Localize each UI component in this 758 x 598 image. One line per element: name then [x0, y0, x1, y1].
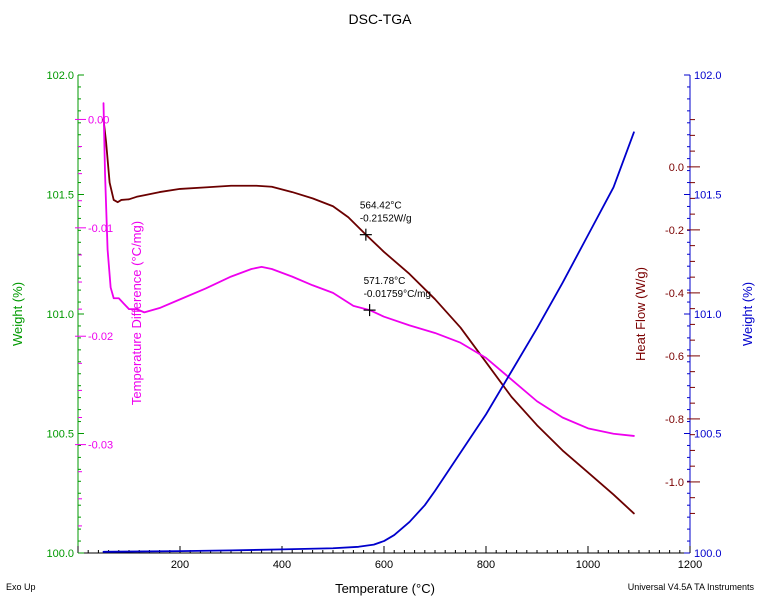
annotation-label: 564.42°C [360, 201, 402, 212]
left-weight-tick-label: 100.0 [46, 548, 74, 560]
left-weight-tick-label: 101.0 [46, 309, 74, 321]
left-weight-axis-label: Weight (%) [10, 282, 25, 346]
temp-diff-tick-label: 0.00 [88, 114, 109, 126]
x-tick-label: 600 [375, 559, 393, 571]
series-layer [102, 102, 635, 553]
right-weight-tick-label: 100.5 [694, 429, 722, 441]
heat-flow-tick-label: -0.8 [665, 414, 684, 426]
left-weight-tick-label: 100.5 [46, 429, 74, 441]
x-tick-label: 400 [273, 559, 291, 571]
x-axis-label: Temperature (°C) [335, 581, 435, 596]
annotation-layer: 564.42°C -0.2152W/g 571.78°C -0.01759°C/mg [359, 201, 431, 317]
right-weight-tick-label: 101.0 [694, 309, 722, 321]
chart-title: DSC-TGA [349, 11, 413, 27]
right-weight-tick-label: 101.5 [694, 190, 722, 202]
left-weight-tick-label: 101.5 [46, 190, 74, 202]
right-weight-axis-label: Weight (%) [740, 282, 755, 346]
temperature-difference-axis-label: Temperature Difference (°C/mg) [129, 221, 144, 405]
heat-flow-axis-label: Heat Flow (W/g) [633, 267, 648, 361]
annotation-label: -0.01759°C/mg [364, 289, 431, 300]
right-weight-tick-label: 100.0 [694, 548, 722, 560]
x-tick-label: 800 [477, 559, 495, 571]
heat-flow-tick-label: -0.2 [665, 225, 684, 237]
right-weight-tick-label: 102.0 [694, 70, 722, 82]
x-tick-label: 1000 [576, 559, 600, 571]
x-tick-label: 200 [171, 559, 189, 571]
annotation-label: -0.2152W/g [360, 214, 412, 225]
heat-flow-tick-label: -0.6 [665, 351, 684, 363]
heat-flow-curve [102, 118, 635, 515]
left-weight-tick-label: 102.0 [46, 70, 74, 82]
heat-flow-tick-label: 0.0 [669, 162, 684, 174]
footer-right-note: Universal V4.5A TA Instruments [628, 582, 755, 592]
footer-left-note: Exo Up [6, 582, 36, 592]
temp-diff-tick-label: -0.01 [88, 223, 113, 235]
annotation-label: 571.78°C [364, 276, 406, 287]
axes-layer: 200 400 600 800 1000 1200100.0100.5101.0101.5… [46, 70, 721, 571]
heat-flow-tick-label: -0.4 [665, 288, 684, 300]
temperature-difference-curve [102, 102, 635, 437]
x-tick-label: 1200 [678, 559, 702, 571]
temp-diff-tick-label: -0.03 [88, 440, 113, 452]
temp-diff-tick-label: -0.02 [88, 331, 113, 343]
heat-flow-tick-label: -1.0 [665, 477, 684, 489]
weight-curve [102, 131, 635, 553]
